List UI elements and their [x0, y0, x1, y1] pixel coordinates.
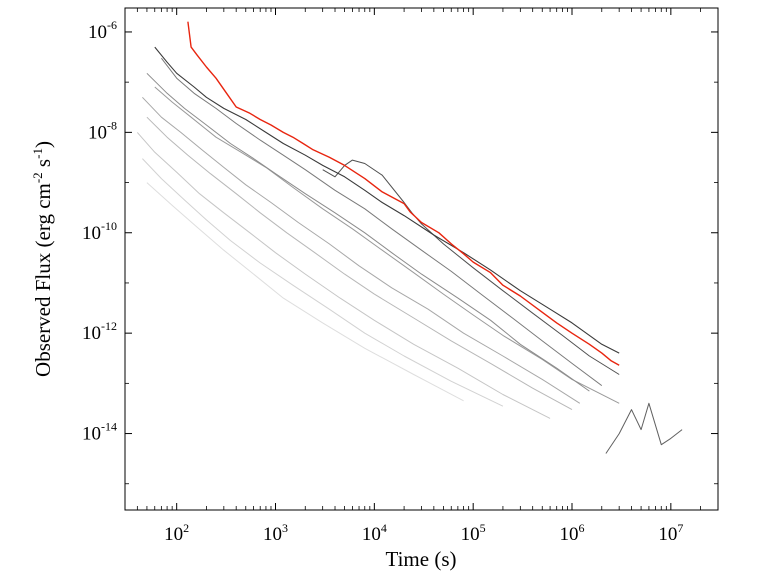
- x-tick-exp-4: 6: [579, 521, 585, 535]
- x-tick-label-5: 107: [658, 521, 683, 545]
- y-tick-label-3: 10-12: [82, 319, 117, 344]
- series-line-light-1: [146, 116, 573, 411]
- y-tick-exp-1: -8: [107, 118, 117, 132]
- x-tick-base-2: 10: [362, 524, 381, 545]
- y-tick-exp-0: -6: [107, 18, 117, 32]
- x-tick-base-4: 10: [560, 524, 579, 545]
- x-axis-title: Time (s): [386, 547, 457, 571]
- y-tick-base-2: 10: [82, 223, 101, 244]
- y-tick-base-3: 10: [82, 323, 101, 344]
- y-tick-label-0: 10-6: [88, 18, 117, 43]
- y-axis-title-prefix: Observed Flux (erg cm: [31, 183, 55, 377]
- x-tick-base-5: 10: [658, 524, 677, 545]
- series-line-dark-1: [154, 46, 620, 354]
- x-tick-label-0: 102: [164, 521, 189, 545]
- y-tick-label-2: 10-10: [82, 219, 117, 244]
- y-tick-base-0: 10: [88, 22, 107, 43]
- y-axis-title-exp1: -2: [30, 172, 45, 183]
- series-line-dark-3: [605, 402, 683, 454]
- x-tick-label-4: 106: [560, 521, 585, 545]
- y-tick-label-4: 10-14: [82, 420, 117, 445]
- y-axis-title: Observed Flux (erg cm-2 s-1): [30, 141, 55, 377]
- x-tick-exp-1: 3: [282, 521, 288, 535]
- x-tick-exp-3: 5: [480, 521, 486, 535]
- x-tick-base-0: 10: [164, 524, 183, 545]
- series-line-light-3: [142, 158, 504, 407]
- x-tick-label-2: 104: [362, 521, 387, 545]
- series-line-light-2: [136, 132, 551, 419]
- x-tick-label-3: 105: [461, 521, 486, 545]
- y-tick-exp-3: -12: [101, 319, 117, 333]
- x-tick-exp-0: 2: [183, 521, 189, 535]
- y-tick-base-1: 10: [88, 122, 107, 143]
- y-tick-exp-4: -14: [101, 420, 117, 434]
- series-line-mid-3: [154, 86, 620, 404]
- y-axis-title-exp2: -1: [30, 148, 45, 159]
- y-axis-title-middle: s: [31, 159, 55, 172]
- plot-frame: [124, 7, 719, 511]
- series-line-highlighted: [187, 21, 620, 366]
- x-tick-base-1: 10: [263, 524, 282, 545]
- y-tick-base-4: 10: [82, 424, 101, 445]
- x-tick-base-3: 10: [461, 524, 480, 545]
- y-tick-label-1: 10-8: [88, 118, 117, 143]
- y-axis-title-suffix: ): [31, 141, 55, 148]
- series-layer: [136, 21, 683, 454]
- y-tick-exp-2: -10: [101, 219, 117, 233]
- series-line-mid-1: [161, 57, 603, 387]
- x-tick-exp-2: 4: [381, 521, 387, 535]
- series-line-mid-2: [146, 72, 590, 392]
- x-tick-exp-5: 7: [677, 521, 683, 535]
- series-line-light-4: [146, 182, 464, 402]
- x-tick-label-1: 103: [263, 521, 288, 545]
- series-line-mid-4: [142, 96, 581, 404]
- ticks-layer: 102 103 104 105 106 10710-610-810-1010-1210-1…: [82, 8, 719, 545]
